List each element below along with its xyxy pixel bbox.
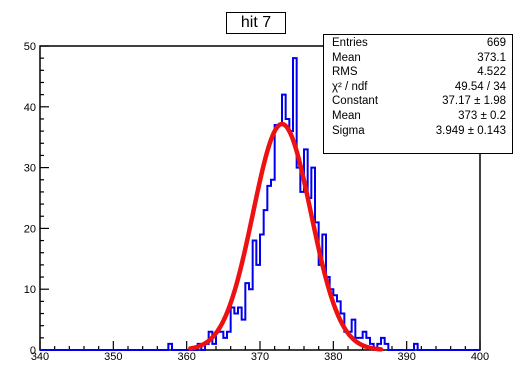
stats-label: Mean <box>332 109 361 122</box>
stats-label: Constant <box>332 95 379 108</box>
stats-value: 49.54 / 34 <box>454 80 506 93</box>
x-tick-label: 360 <box>177 351 195 363</box>
stats-value: 37.17 ± 1.98 <box>442 95 506 108</box>
stats-row: Constant 37.17 ± 1.98 <box>332 94 506 109</box>
stats-row: RMS 4.522 <box>332 65 506 80</box>
stats-label: Sigma <box>332 124 365 137</box>
x-tick-label: 350 <box>104 351 122 363</box>
stats-label: Entries <box>332 37 368 49</box>
x-tick-label: 400 <box>471 351 489 363</box>
y-tick-label: 20 <box>24 223 36 235</box>
x-tick-label: 340 <box>31 351 49 363</box>
stats-value: 373.1 <box>477 51 506 64</box>
stats-label: RMS <box>332 66 358 79</box>
stats-box: Entries 669 Mean 373.1 RMS 4.522 χ² / ndf 49.54… <box>323 34 513 154</box>
y-tick-label: 0 <box>30 345 36 357</box>
x-tick-label: 390 <box>397 351 415 363</box>
stats-label: Mean <box>332 51 361 64</box>
stats-value: 373 ± 0.2 <box>458 109 506 122</box>
chart-title: hit 7 <box>226 12 286 34</box>
x-tick-label: 370 <box>251 351 269 363</box>
y-tick-label: 10 <box>24 284 36 296</box>
stats-label: χ² / ndf <box>332 80 368 93</box>
stats-value: 4.522 <box>477 66 506 79</box>
stats-value: 3.949 ± 0.143 <box>435 124 506 137</box>
x-tick-label: 380 <box>324 351 342 363</box>
stats-row: Sigma 3.949 ± 0.143 <box>332 124 506 139</box>
y-tick-label: 50 <box>24 41 36 53</box>
histogram-series <box>40 57 480 351</box>
stats-row: Mean 373 ± 0.2 <box>332 109 506 124</box>
y-tick-label: 30 <box>24 163 36 175</box>
stats-row: χ² / ndf 49.54 / 34 <box>332 80 506 95</box>
gaussian-fit-curve <box>188 121 384 352</box>
stats-value: 669 <box>486 37 506 49</box>
stats-row: Mean 373.1 <box>332 51 506 66</box>
y-tick-labels: 0 10 20 30 40 50 <box>24 41 36 357</box>
y-tick-label: 40 <box>24 102 36 114</box>
stats-row: Entries 669 <box>332 36 506 51</box>
x-tick-labels: 340 350 360 370 380 390 400 <box>31 351 489 363</box>
